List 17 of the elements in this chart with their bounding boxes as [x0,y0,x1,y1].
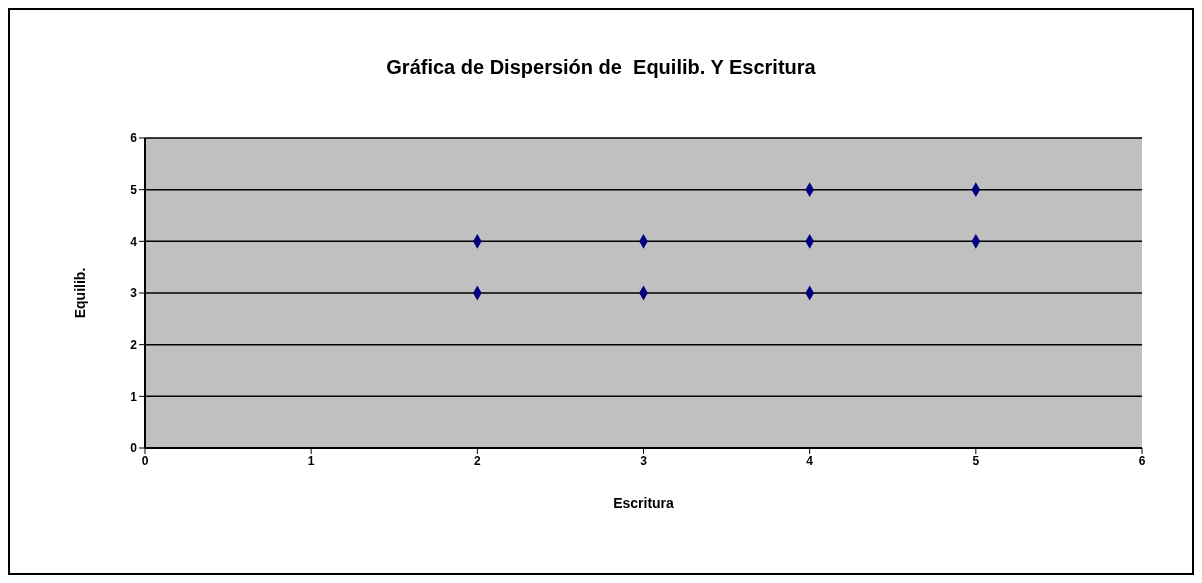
y-tick-label: 1 [130,389,138,404]
y-tick-label: 4 [130,234,138,249]
x-tick-label: 3 [640,453,648,468]
y-tick-label: 3 [130,286,138,301]
y-tick-label: 5 [130,182,138,197]
x-tick-label: 4 [806,453,814,468]
y-tick-label: 0 [130,441,138,456]
x-tick-label: 5 [972,453,980,468]
y-axis-title: Equilib. [71,267,88,319]
y-tick-label: 2 [130,337,138,352]
x-axis-title: Escritura [613,495,675,511]
x-tick-label: 0 [141,453,149,468]
x-tick-label: 2 [473,453,481,468]
x-tick-label: 6 [1138,453,1146,468]
x-tick-label: 1 [307,453,315,468]
y-tick-label: 6 [130,131,138,146]
chart-title: Gráfica de Dispersión de Equilib. Y Escritura [385,56,817,79]
